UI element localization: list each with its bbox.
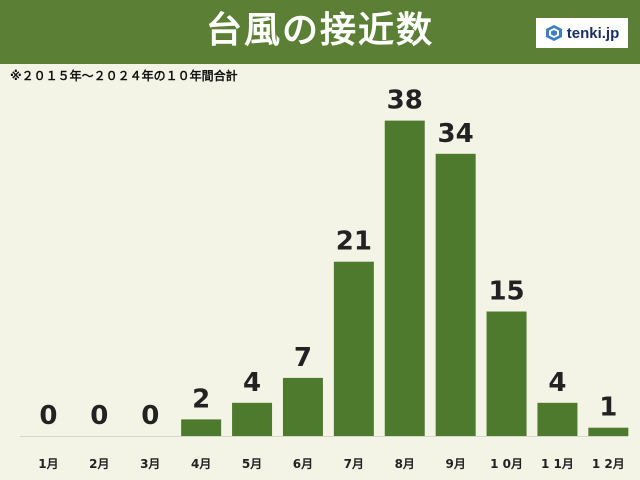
category-label-9: 9月 xyxy=(445,457,465,471)
bar-8 xyxy=(384,120,425,436)
value-label-9: 34 xyxy=(438,119,474,149)
value-label-7: 21 xyxy=(336,227,372,257)
bar-4 xyxy=(181,419,222,436)
value-label-8: 38 xyxy=(387,86,423,116)
category-label-5: 5月 xyxy=(242,457,262,471)
value-label-10: 15 xyxy=(488,277,524,307)
category-label-6: 6月 xyxy=(293,457,313,471)
period-note: ※２０１５年～２０２４年の１０年間合計 xyxy=(10,69,238,83)
category-label-2: 2月 xyxy=(89,457,109,471)
value-label-11: 4 xyxy=(548,368,566,398)
value-label-2: 0 xyxy=(90,401,108,431)
bar-5 xyxy=(232,402,273,436)
category-label-8: 8月 xyxy=(395,457,415,471)
category-label-3: 3月 xyxy=(140,457,160,471)
category-label-11: 1 1月 xyxy=(541,457,574,471)
category-label-12: 1 2月 xyxy=(592,457,625,471)
brand-name: tenki.jp xyxy=(566,24,620,42)
category-label-1: 1月 xyxy=(38,457,58,471)
value-label-12: 1 xyxy=(599,393,617,423)
brand-logo[interactable]: tenki.jp xyxy=(536,18,628,48)
bar-9 xyxy=(435,153,476,437)
bar-11 xyxy=(537,402,578,436)
value-label-3: 0 xyxy=(141,401,159,431)
tenki-logo-icon xyxy=(545,25,562,41)
value-label-6: 7 xyxy=(294,343,312,373)
header-bar xyxy=(0,0,640,64)
bar-10 xyxy=(486,311,527,436)
value-label-4: 2 xyxy=(192,384,210,414)
bar-6 xyxy=(282,377,323,436)
category-label-4: 4月 xyxy=(191,457,211,471)
bar-12 xyxy=(588,427,629,436)
bar-7 xyxy=(333,261,374,436)
value-label-5: 4 xyxy=(243,368,261,398)
chart-title: 台風の接近数 xyxy=(205,10,434,51)
category-label-10: 1 0月 xyxy=(490,457,523,471)
value-label-1: 0 xyxy=(39,401,57,431)
category-label-7: 7月 xyxy=(344,457,364,471)
